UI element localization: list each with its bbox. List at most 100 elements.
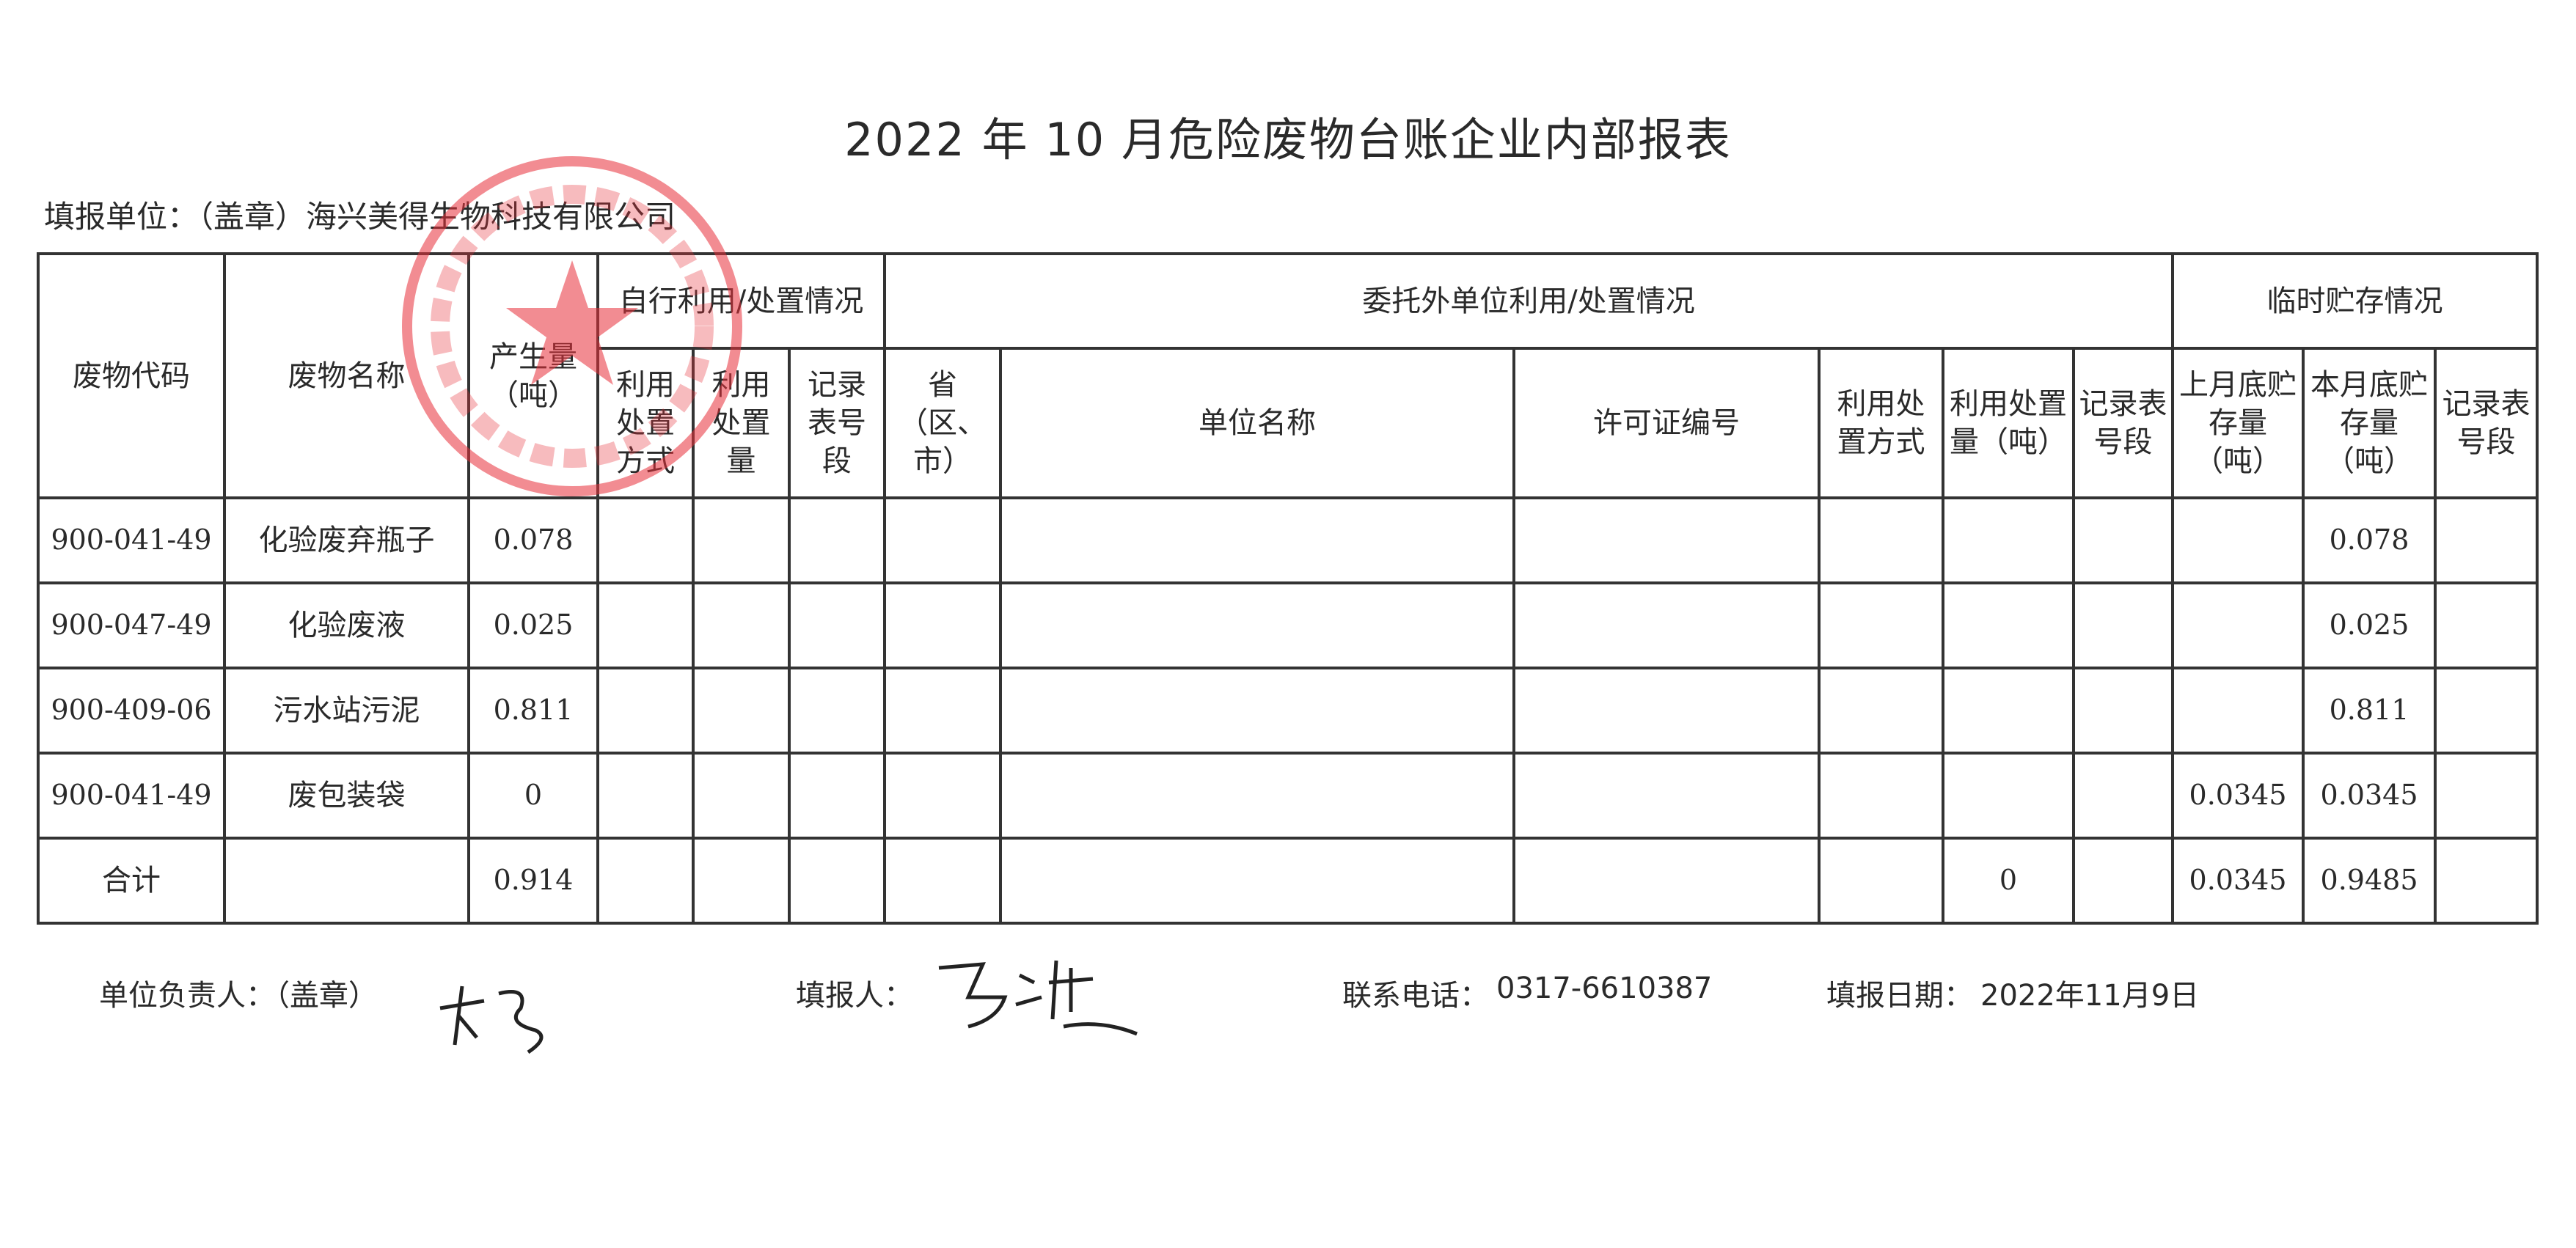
cell-empty [1818,667,1945,755]
table-row: 900-409-06 污水站污泥 0.811 0.811 [37,667,2539,755]
cell-empty [883,667,1003,755]
cell-empty [787,496,887,584]
cell-empty [2434,496,2539,584]
cell-empty [1818,581,1945,669]
cell-empty [596,837,695,925]
cell-amount: 0.025 [467,581,599,669]
cell-empty [1512,496,1821,584]
reporting-unit: 填报单位：（盖章）海兴美得生物科技有限公司 [44,199,676,235]
header-ext-record: 记录表号段 [2072,347,2175,499]
header-name: 废物名称 [223,252,470,499]
cell-empty [596,667,695,755]
cell-ext-qty: 0 [1942,837,2076,925]
cell-name: 化验废液 [223,581,470,669]
header-store-curr: 本月底贮存量（吨） [2302,347,2437,499]
cell-empty [596,496,695,584]
cell-empty [2072,496,2175,584]
cell-name: 污水站污泥 [223,667,470,755]
total-row: 合计 0.914 0 0.0345 0.9485 [37,837,2539,925]
cell-ext-qty [1942,667,2076,755]
leader-label: 单位负责人：（盖章） [99,979,378,1013]
cell-empty [2434,837,2539,925]
cell-empty [1818,496,1945,584]
cell-empty [787,667,887,755]
header-code: 废物代码 [37,252,226,499]
cell-empty [787,581,887,669]
cell-empty [1818,837,1945,925]
cell-code: 合计 [37,837,226,925]
cell-empty [2072,667,2175,755]
cell-empty [596,752,695,840]
cell-empty [2072,752,2175,840]
fill-date: 2022年11月9日 [1980,979,2200,1013]
cell-empty [883,752,1003,840]
cell-amount: 0.914 [467,837,599,925]
header-ext-group: 委托外单位利用/处置情况 [883,252,2175,350]
cell-store-curr: 0.811 [2302,667,2437,755]
header-amount: 产生量（吨） [467,252,599,499]
cell-store-prev [2171,667,2305,755]
cell-empty [883,581,1003,669]
header-ext-license: 许可证编号 [1512,347,1821,499]
cell-empty [999,496,1516,584]
cell-empty [1512,837,1821,925]
cell-code: 900-041-49 [37,752,226,840]
cell-store-prev [2171,581,2305,669]
cell-store-curr: 0.025 [2302,581,2437,669]
header-self-group: 自行利用/处置情况 [596,252,887,350]
cell-empty [2072,581,2175,669]
phone-number: 0317-6610387 [1496,972,1713,1005]
cell-empty [883,496,1003,584]
table-row: 900-047-49 化验废液 0.025 0.025 [37,581,2539,669]
cell-empty [692,837,791,925]
cell-name [223,837,470,925]
cell-empty [1818,752,1945,840]
cell-empty [2434,667,2539,755]
cell-empty [883,837,1003,925]
cell-ext-qty [1942,496,2076,584]
cell-empty [1512,667,1821,755]
header-ext-unit: 单位名称 [999,347,1516,499]
cell-empty [692,581,791,669]
cell-empty [787,837,887,925]
cell-empty [999,837,1516,925]
cell-store-curr: 0.0345 [2302,752,2437,840]
header-store-prev: 上月底贮存量（吨） [2171,347,2305,499]
header-self-qty: 利用处置量 [692,347,791,499]
cell-code: 900-409-06 [37,667,226,755]
header-store-group: 临时贮存情况 [2171,252,2539,350]
cell-empty [1512,581,1821,669]
cell-empty [1512,752,1821,840]
cell-name: 废包装袋 [223,752,470,840]
cell-store-curr: 0.9485 [2302,837,2437,925]
date-label: 填报日期： [1826,979,1973,1013]
cell-ext-qty [1942,752,2076,840]
cell-empty [999,581,1516,669]
cell-store-prev: 0.0345 [2171,837,2305,925]
table-row: 900-041-49 废包装袋 0 0.0345 0.0345 [37,752,2539,840]
header-store-record: 记录表号段 [2434,347,2539,499]
cell-empty [2072,837,2175,925]
cell-empty [999,752,1516,840]
phone-label: 联系电话： [1342,979,1489,1013]
cell-amount: 0 [467,752,599,840]
table-row: 900-041-49 化验废弃瓶子 0.078 0.078 [37,496,2539,584]
cell-empty [2434,581,2539,669]
header-self-method: 利用处置方式 [596,347,695,499]
cell-code: 900-041-49 [37,496,226,584]
header-ext-qty: 利用处置量（吨） [1942,347,2076,499]
cell-code: 900-047-49 [37,581,226,669]
leader-signature [439,985,544,1054]
cell-empty [596,581,695,669]
cell-amount: 0.811 [467,667,599,755]
filler-label: 填报人： [796,979,913,1013]
cell-empty [2434,752,2539,840]
cell-amount: 0.078 [467,496,599,584]
cell-store-curr: 0.078 [2302,496,2437,584]
cell-store-prev: 0.0345 [2171,752,2305,840]
cell-empty [999,667,1516,755]
cell-empty [692,496,791,584]
cell-empty [787,752,887,840]
cell-name: 化验废弃瓶子 [223,496,470,584]
header-ext-province: 省（区、市） [883,347,1003,499]
